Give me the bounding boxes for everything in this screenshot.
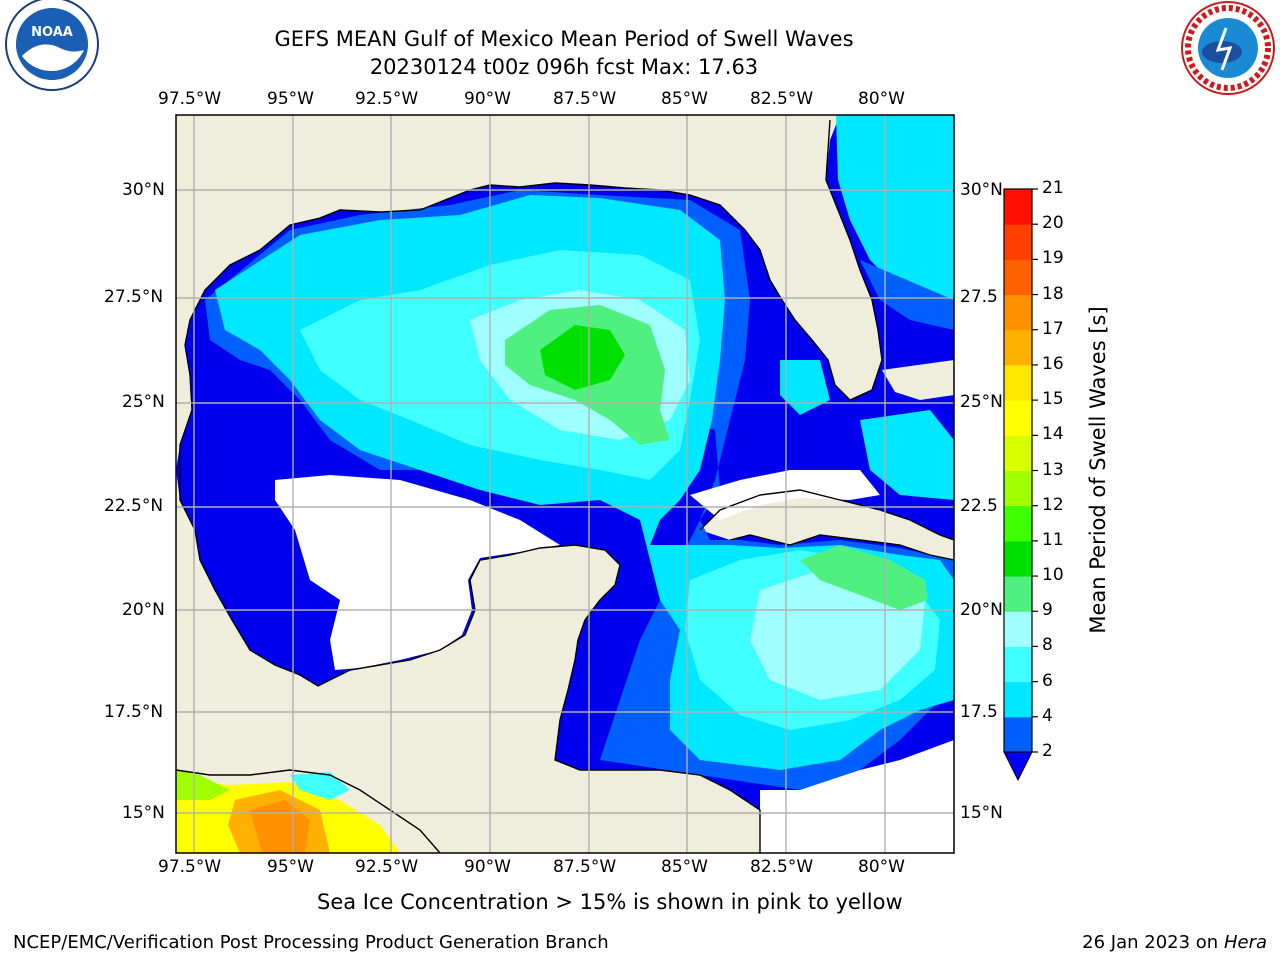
lat-label: 27.5	[960, 287, 998, 307]
lat-label: 27.5°N	[104, 287, 164, 307]
lon-label: 92.5°W	[355, 89, 419, 109]
noaa-logo: NOAA	[5, 0, 99, 91]
title-line-2: 20230124 t00z 096h fcst Max: 17.63	[369, 55, 759, 79]
colorbar-cell	[1004, 189, 1032, 225]
lat-label: 30°N	[122, 180, 165, 200]
colorbar-tick-label: 8	[1042, 635, 1053, 656]
colorbar-cell	[1004, 611, 1032, 647]
lon-label: 82.5°W	[750, 857, 814, 877]
colorbar-cell	[1004, 646, 1032, 683]
colorbar-tick-label: 14	[1042, 424, 1064, 445]
colorbar-cell	[1004, 294, 1032, 331]
lat-label: 17.5	[960, 702, 998, 722]
colorbar-label: Mean Period of Swell Waves [s]	[1086, 306, 1110, 634]
lat-label: 22.5°N	[104, 496, 164, 516]
footer-machine: Hera	[1223, 932, 1267, 953]
gridlines	[176, 115, 954, 853]
colorbar	[1003, 188, 1038, 782]
lat-label: 25°N	[960, 392, 1003, 412]
colorbar-cell	[1004, 364, 1032, 401]
footer-date: 26 Jan 2023 on	[1082, 932, 1224, 953]
lon-label: 87.5°W	[553, 89, 617, 109]
lon-label: 95°W	[267, 89, 314, 109]
colorbar-tick-label: 12	[1042, 494, 1064, 515]
lat-label: 30°N	[960, 180, 1003, 200]
colorbar-tick-label: 6	[1042, 670, 1053, 691]
colorbar-tick-label: 10	[1042, 565, 1064, 586]
colorbar-cell	[1004, 329, 1032, 366]
colorbar-cell	[1004, 435, 1032, 471]
colorbar-cell	[1004, 259, 1032, 296]
colorbar-cell	[1004, 540, 1032, 577]
colorbar-cell	[1004, 224, 1032, 260]
noaa-logo-text: NOAA	[31, 25, 73, 40]
lat-label: 15°N	[960, 803, 1003, 823]
title-line-1: GEFS MEAN Gulf of Mexico Mean Period of …	[274, 27, 854, 51]
colorbar-tick-label: 2	[1042, 741, 1053, 761]
colorbar-tick-label: 18	[1042, 283, 1064, 304]
colorbar-cell	[1004, 400, 1032, 436]
swell-contours	[176, 115, 954, 853]
colorbar-tick-label: 17	[1042, 318, 1064, 339]
colorbar-tick-label: 9	[1042, 600, 1053, 621]
colorbar-cell	[1004, 576, 1032, 612]
lat-label: 20°N	[122, 600, 165, 620]
colorbar-tick-label: 21	[1042, 178, 1064, 198]
lon-label: 87.5°W	[553, 857, 617, 877]
lon-label: 80°W	[858, 89, 905, 109]
colorbar-tick-label: 20	[1042, 213, 1064, 234]
lon-label: 85°W	[661, 89, 708, 109]
lon-label: 97.5°W	[158, 89, 222, 109]
colorbar-tick-label: 16	[1042, 353, 1064, 374]
coastlines	[176, 119, 954, 853]
lon-label: 95°W	[267, 857, 314, 877]
colorbar-extend-arrow	[1003, 751, 1033, 782]
lon-label: 97.5°W	[158, 857, 222, 877]
colorbar-tick-label: 4	[1042, 705, 1053, 726]
colorbar-cell	[1004, 716, 1032, 753]
colorbar-tick-label: 11	[1042, 529, 1064, 550]
colorbar-cell	[1004, 681, 1032, 718]
lat-label: 17.5°N	[104, 702, 164, 722]
footer-right: 26 Jan 2023 on Hera	[1082, 932, 1267, 953]
nws-logo	[1181, 1, 1275, 95]
footer-left: NCEP/EMC/Verification Post Processing Pr…	[13, 932, 609, 953]
lat-label: 22.5	[960, 496, 998, 516]
map-frame	[175, 114, 955, 854]
ice-note: Sea Ice Concentration > 15% is shown in …	[317, 890, 903, 914]
colorbar-tick-label: 13	[1042, 459, 1064, 480]
map-area	[176, 115, 954, 853]
lat-label: 20°N	[960, 600, 1003, 620]
lon-label: 85°W	[661, 857, 708, 877]
no-data-areas	[275, 470, 954, 853]
lat-label: 25°N	[122, 392, 165, 412]
lon-label: 90°W	[464, 857, 511, 877]
lon-label: 90°W	[464, 89, 511, 109]
lon-label: 92.5°W	[355, 857, 419, 877]
colorbar-cell	[1004, 470, 1032, 507]
lon-label: 82.5°W	[750, 89, 814, 109]
lon-label: 80°W	[858, 857, 905, 877]
lat-label: 15°N	[122, 803, 165, 823]
colorbar-tick-label: 19	[1042, 248, 1064, 269]
colorbar-cell	[1004, 505, 1032, 542]
colorbar-tick-label: 15	[1042, 389, 1064, 410]
